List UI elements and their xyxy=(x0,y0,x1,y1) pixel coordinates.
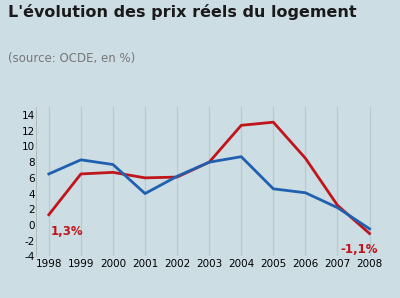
Text: L'évolution des prix réels du logement: L'évolution des prix réels du logement xyxy=(8,4,357,21)
Text: -1,1%: -1,1% xyxy=(341,243,378,256)
Text: 1,3%: 1,3% xyxy=(50,225,83,238)
Text: (source: OCDE, en %): (source: OCDE, en %) xyxy=(8,52,135,65)
Legend: France, Zone euro: France, Zone euro xyxy=(132,295,296,298)
